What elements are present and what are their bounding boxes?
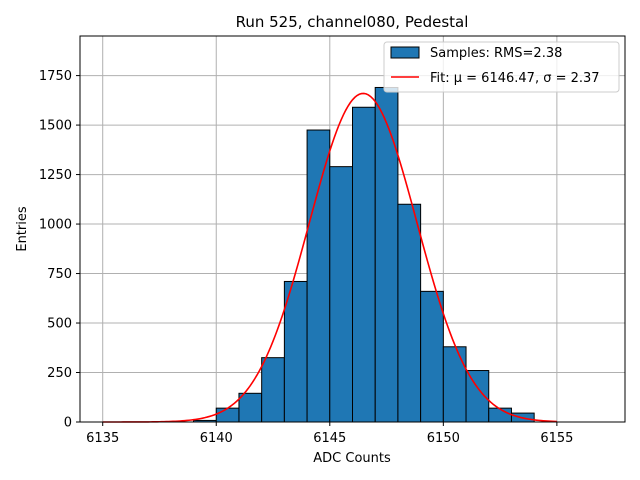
- histogram-bar: [397, 203, 422, 423]
- legend-samples-label: Samples: RMS=2.38: [430, 46, 562, 61]
- legend-samples-swatch: [390, 46, 420, 59]
- histogram-bar: [329, 166, 353, 423]
- histogram-bar: [420, 290, 444, 423]
- y-tick-label: 500: [47, 317, 72, 332]
- y-tick-label: 1250: [39, 168, 72, 183]
- histogram-bar: [442, 346, 467, 423]
- fit-curve-group: [102, 92, 557, 423]
- x-tick-label: 6145: [313, 431, 346, 446]
- legend-box: [383, 41, 620, 93]
- histogram-bar: [374, 86, 399, 423]
- plot-frame: [79, 35, 626, 423]
- y-tick-label: 0: [64, 416, 72, 431]
- histogram-bars: [193, 86, 535, 423]
- y-axis-label: Entries: [15, 206, 30, 252]
- legend: Samples: RMS=2.38 Fit: μ = 6146.47, σ = …: [383, 41, 620, 93]
- y-axis-ticks: 0 250 500 750 1000 1250 1500 1750: [39, 69, 80, 431]
- histogram-bar: [352, 106, 376, 423]
- x-tick-label: 6140: [200, 431, 233, 446]
- y-tick-label: 1000: [39, 218, 72, 233]
- histogram-bar: [306, 129, 331, 423]
- y-tick-label: 750: [47, 267, 72, 282]
- legend-fit-label: Fit: μ = 6146.47, σ = 2.37: [430, 71, 600, 86]
- x-axis-label: ADC Counts: [313, 451, 391, 466]
- x-tick-label: 6155: [540, 431, 573, 446]
- x-tick-label: 6150: [427, 431, 460, 446]
- histogram-bar: [283, 280, 308, 423]
- histogram-bar: [238, 392, 263, 423]
- y-tick-label: 1750: [39, 69, 72, 84]
- x-axis-ticks: 6135 6140 6145 6150 6155: [86, 422, 573, 446]
- x-tick-label: 6135: [86, 431, 119, 446]
- fit-curve: [102, 92, 557, 423]
- histogram-bar: [488, 407, 512, 423]
- histogram-bar: [261, 357, 285, 423]
- y-tick-label: 1500: [39, 119, 72, 134]
- histogram-bar: [215, 407, 240, 423]
- y-tick-label: 250: [47, 366, 72, 381]
- chart-title: Run 525, channel080, Pedestal: [236, 13, 469, 31]
